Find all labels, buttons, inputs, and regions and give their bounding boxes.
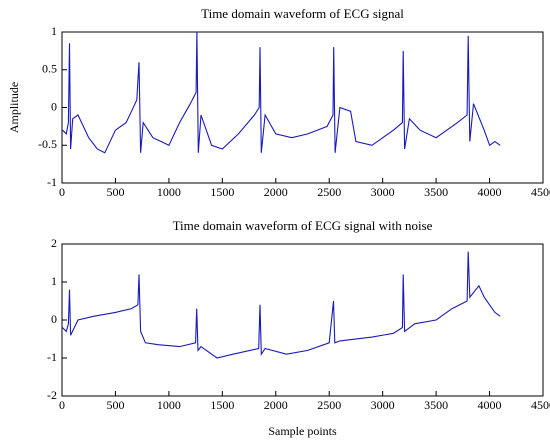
y-tick-label: 0 bbox=[51, 312, 57, 326]
x-tick-label: 0 bbox=[59, 398, 65, 412]
plot-area bbox=[61, 243, 544, 397]
y-tick-label: 1 bbox=[51, 274, 57, 288]
x-tick-label: 4500 bbox=[531, 185, 550, 199]
x-tick-label: 2500 bbox=[317, 185, 341, 199]
x-tick-label: 3000 bbox=[371, 185, 395, 199]
x-tick-label: 4000 bbox=[478, 185, 502, 199]
y-tick-label: -1 bbox=[47, 175, 57, 189]
y-tick-label: -0.5 bbox=[38, 137, 57, 151]
x-tick-label: 4000 bbox=[478, 398, 502, 412]
x-tick-label: 2000 bbox=[264, 185, 288, 199]
x-tick-label: 2500 bbox=[317, 398, 341, 412]
x-tick-label: 500 bbox=[106, 398, 124, 412]
signal-line bbox=[62, 31, 501, 154]
x-tick-label: 500 bbox=[106, 185, 124, 199]
y-tick-label: -1 bbox=[47, 350, 57, 364]
x-tick-label: 4500 bbox=[531, 398, 550, 412]
x-tick-label: 1000 bbox=[157, 185, 181, 199]
y-tick-label: 0.5 bbox=[42, 62, 57, 76]
chart-title: Time domain waveform of ECG signal with … bbox=[173, 218, 433, 233]
y-tick-label: -2 bbox=[47, 388, 57, 402]
chart-title: Time domain waveform of ECG signal bbox=[201, 6, 404, 21]
x-tick-label: 1500 bbox=[210, 185, 234, 199]
x-tick-label: 3000 bbox=[371, 398, 395, 412]
y-tick-label: 1 bbox=[51, 24, 57, 38]
y-tick-label: 2 bbox=[51, 236, 57, 250]
y-axis-label: Amplitude bbox=[7, 82, 21, 133]
x-tick-label: 1000 bbox=[157, 398, 181, 412]
x-tick-label: 2000 bbox=[264, 398, 288, 412]
x-tick-label: 0 bbox=[59, 185, 65, 199]
signal-line bbox=[62, 251, 501, 359]
x-axis-label: Sample points bbox=[268, 424, 337, 438]
y-tick-label: 0 bbox=[51, 99, 57, 113]
x-tick-label: 3500 bbox=[424, 185, 448, 199]
plot-area bbox=[61, 31, 544, 184]
x-tick-label: 3500 bbox=[424, 398, 448, 412]
x-tick-label: 1500 bbox=[210, 398, 234, 412]
